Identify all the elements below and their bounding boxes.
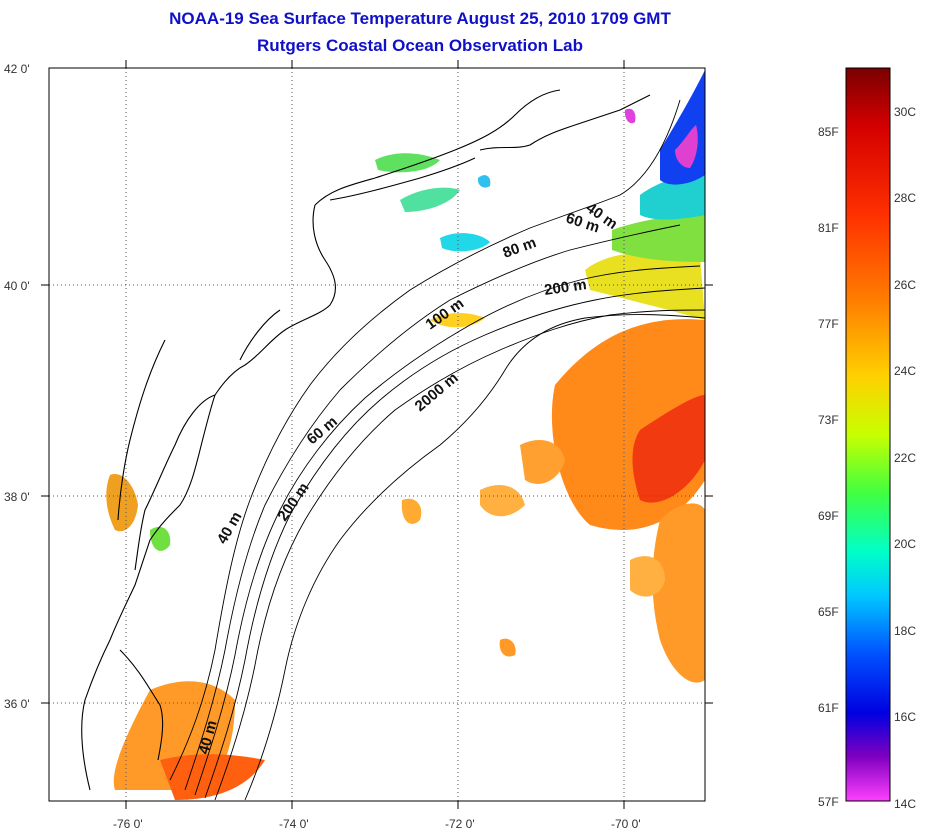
sst-patch-nj-cyan2 xyxy=(440,233,490,252)
colorbar-f-label: 57F xyxy=(818,795,839,809)
sst-patch-mid xyxy=(480,485,525,517)
sst-patch-ne-yellow xyxy=(585,252,705,320)
colorbar-c-label: 20C xyxy=(894,537,916,551)
lat-tick-labels: 42 0' 40 0' 38 0' 36 0' xyxy=(4,62,30,711)
sst-patches xyxy=(106,70,705,800)
lat-tick-label: 38 0' xyxy=(4,490,30,504)
contour-label-60m-mid: 60 m xyxy=(304,413,341,448)
contour-label-2000m: 2000 m xyxy=(412,369,462,415)
colorbar-c-label: 26C xyxy=(894,278,916,292)
colorbar-c-label: 16C xyxy=(894,710,916,724)
lat-tick-label: 42 0' xyxy=(4,62,30,76)
isobath-100m xyxy=(204,287,706,799)
colorbar-c-label: 18C xyxy=(894,624,916,638)
contour-label-200m-ne: 200 m xyxy=(543,276,587,299)
colorbar xyxy=(845,67,891,802)
colorbar-c-label: 28C xyxy=(894,191,916,205)
colorbar-f-label: 61F xyxy=(818,701,839,715)
sst-patch-ne-magenta xyxy=(675,125,698,168)
isobath-80m xyxy=(194,265,701,796)
colorbar-c-label: 24C xyxy=(894,364,916,378)
isobath-40m xyxy=(169,99,681,781)
isobaths xyxy=(169,99,706,801)
lon-tick-labels: -76 0' -74 0' -72 0' -70 0' xyxy=(113,817,641,831)
coastline-new-england xyxy=(479,94,651,151)
coastline-long-island xyxy=(329,157,476,201)
isobath-2000m xyxy=(244,314,706,801)
colorbar-f-label: 73F xyxy=(818,413,839,427)
lat-tick-label: 36 0' xyxy=(4,697,30,711)
sst-patch-li-green xyxy=(375,153,440,173)
colorbar-f-label: 65F xyxy=(818,605,839,619)
sst-patch-near-shelf xyxy=(401,498,422,524)
coastline xyxy=(81,89,651,791)
lat-tick-label: 40 0' xyxy=(4,279,30,293)
isobath-60m xyxy=(184,224,681,791)
lon-tick-label: -76 0' xyxy=(113,817,143,831)
colorbar-f-label: 69F xyxy=(818,509,839,523)
colorbar-c-labels: 30C 28C 26C 24C 22C 20C 18C 16C 14C xyxy=(894,105,916,811)
colorbar-f-label: 85F xyxy=(818,125,839,139)
lon-tick-label: -72 0' xyxy=(445,817,475,831)
sst-patch-offshore-hot xyxy=(632,395,705,503)
gridlines xyxy=(49,68,705,801)
sst-patch-nj-cyan xyxy=(400,187,460,212)
coastline-delaware-bay xyxy=(239,309,281,361)
coastline-pamlico xyxy=(119,649,164,761)
coastline-main xyxy=(81,89,561,791)
lon-tick-label: -70 0' xyxy=(611,817,641,831)
sst-patch-central xyxy=(499,638,516,657)
colorbar-f-labels: 85F 81F 77F 73F 69F 65F 61F 57F xyxy=(818,125,839,809)
plot-frame xyxy=(48,67,706,802)
colorbar-f-label: 77F xyxy=(818,317,839,331)
sst-patch-ne-blue xyxy=(660,70,705,185)
sst-patch-ne-green xyxy=(612,212,705,262)
colorbar-f-label: 81F xyxy=(818,221,839,235)
colorbar-c-label: 30C xyxy=(894,105,916,119)
sst-patch-southeast xyxy=(630,556,665,597)
sst-patch-mid-east xyxy=(520,440,565,484)
sst-patch-chesapeake xyxy=(106,474,138,532)
colorbar-c-label: 22C xyxy=(894,451,916,465)
lon-tick-label: -74 0' xyxy=(279,817,309,831)
colorbar-c-label: 14C xyxy=(894,797,916,811)
sst-patch-chesapeake-green xyxy=(150,526,171,551)
map-title: NOAA-19 Sea Surface Temperature August 2… xyxy=(169,9,671,28)
axis-ticks xyxy=(41,60,713,809)
sst-patch-ne-small xyxy=(624,108,636,124)
sst-patch-cape-cod xyxy=(477,175,491,188)
map-subtitle: Rutgers Coastal Ocean Observation Lab xyxy=(257,36,583,55)
coastline-chesapeake-bay xyxy=(117,339,216,571)
sst-patch-far-east xyxy=(652,503,705,683)
